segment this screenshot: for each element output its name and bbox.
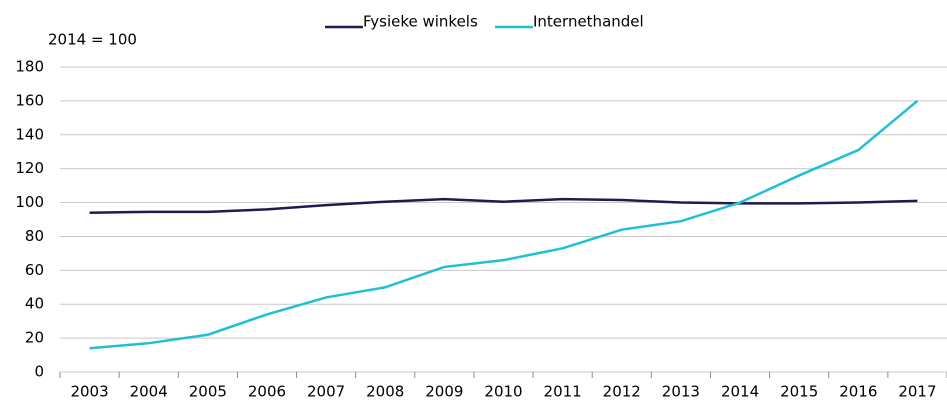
x-tick-label: 2005 xyxy=(189,383,227,401)
x-tick-label: 2007 xyxy=(307,383,345,401)
y-tick-label: 60 xyxy=(25,261,44,279)
y-tick-label: 20 xyxy=(25,329,44,347)
x-tick-label: 2006 xyxy=(248,383,286,401)
y-tick-label: 120 xyxy=(15,159,44,177)
x-tick-label: 2003 xyxy=(70,383,108,401)
x-tick-label: 2016 xyxy=(839,383,877,401)
x-tick-label: 2015 xyxy=(780,383,818,401)
line-series xyxy=(89,197,918,214)
y-axis-label: 2014 = 100 xyxy=(48,31,137,49)
x-tick-label: 2013 xyxy=(662,383,700,401)
x-tick-label: 2009 xyxy=(425,383,463,401)
x-tick-label: 2004 xyxy=(130,383,168,401)
legend-label: Internethandel xyxy=(533,13,644,31)
x-tick-label: 2011 xyxy=(544,383,582,401)
line-series xyxy=(89,99,919,350)
y-tick-label: 0 xyxy=(34,363,44,381)
y-tick-label: 180 xyxy=(15,58,44,76)
y-tick-label: 140 xyxy=(15,125,44,143)
y-tick-label: 40 xyxy=(25,295,44,313)
legend-label: Fysieke winkels xyxy=(363,13,478,31)
x-tick-label: 2017 xyxy=(898,383,936,401)
x-tick-label: 2010 xyxy=(484,383,522,401)
x-tick-label: 2014 xyxy=(721,383,759,401)
x-tick-label: 2008 xyxy=(366,383,404,401)
y-tick-label: 80 xyxy=(25,227,44,245)
x-tick-label: 2012 xyxy=(603,383,641,401)
y-tick-label: 100 xyxy=(15,193,44,211)
y-tick-label: 160 xyxy=(15,91,44,109)
